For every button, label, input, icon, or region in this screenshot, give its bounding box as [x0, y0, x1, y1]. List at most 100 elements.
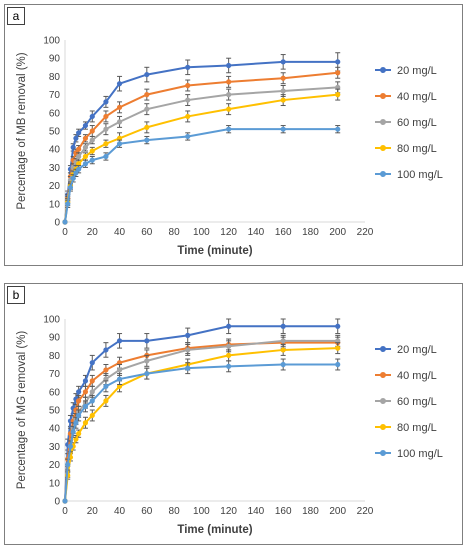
series-group: [62, 125, 341, 225]
y-axis-title: Percentage of MB removal (%): [16, 52, 28, 209]
data-point: [226, 126, 232, 132]
data-point: [185, 332, 191, 338]
y-tick-label: 90: [49, 333, 61, 344]
data-point: [335, 92, 341, 98]
data-point: [82, 161, 89, 167]
data-point: [103, 126, 109, 132]
data-point: [65, 462, 71, 468]
data-point: [70, 144, 76, 150]
data-point: [185, 347, 191, 353]
y-tick-label: 0: [54, 497, 60, 508]
x-tick-label: 0: [62, 227, 68, 238]
data-point: [144, 371, 150, 377]
x-tick-label: 60: [141, 506, 153, 517]
y-tick-label: 20: [49, 460, 61, 471]
data-point: [82, 420, 89, 426]
panel-label: a: [7, 7, 25, 25]
y-tick-label: 100: [43, 315, 60, 326]
x-tick-label: 0: [62, 506, 68, 517]
x-tick-label: 60: [141, 227, 153, 238]
data-point: [144, 338, 150, 344]
x-tick-label: 80: [169, 506, 181, 517]
data-point: [103, 141, 109, 147]
x-tick-label: 180: [302, 227, 319, 238]
legend-swatch-marker: [380, 398, 386, 404]
y-tick-label: 10: [49, 199, 61, 210]
data-point: [280, 59, 286, 65]
y-tick-label: 50: [49, 127, 61, 138]
x-tick-label: 160: [275, 506, 292, 517]
x-axis-title: Time (minute): [177, 524, 252, 536]
data-point: [73, 150, 79, 156]
data-point: [226, 343, 232, 349]
x-tick-label: 20: [87, 227, 99, 238]
legend-label: 20 mg/L: [397, 344, 437, 356]
data-point: [76, 431, 82, 437]
legend-label: 80 mg/L: [397, 422, 437, 434]
y-tick-label: 60: [49, 108, 61, 119]
legend-swatch-marker: [380, 372, 386, 378]
data-point: [335, 126, 341, 132]
y-tick-label: 70: [49, 369, 61, 380]
data-point: [280, 323, 286, 329]
data-point: [70, 429, 76, 435]
data-point: [89, 128, 95, 134]
x-tick-label: 40: [114, 227, 126, 238]
data-point: [116, 360, 123, 366]
data-point: [335, 59, 341, 65]
data-point: [226, 323, 232, 329]
legend-label: 60 mg/L: [397, 117, 437, 129]
data-point: [116, 376, 123, 382]
legend-swatch-marker: [380, 119, 386, 125]
data-point: [280, 338, 286, 344]
y-tick-label: 40: [49, 424, 61, 435]
legend-label: 80 mg/L: [397, 143, 437, 155]
data-point: [116, 135, 123, 141]
data-point: [280, 126, 286, 132]
data-point: [103, 383, 109, 389]
data-point: [185, 64, 191, 70]
panel-label: b: [7, 286, 25, 304]
data-point: [73, 170, 79, 176]
data-point: [226, 92, 232, 98]
data-point: [89, 157, 95, 163]
x-tick-label: 140: [248, 227, 265, 238]
data-point: [73, 436, 79, 442]
series-group: [62, 358, 341, 504]
data-point: [103, 367, 109, 373]
data-point: [76, 130, 82, 136]
data-point: [89, 378, 95, 384]
series-group: [62, 52, 341, 225]
data-point: [82, 122, 89, 129]
x-tick-label: 200: [329, 227, 346, 238]
y-tick-label: 30: [49, 163, 61, 174]
data-point: [76, 146, 82, 152]
x-tick-label: 180: [302, 506, 319, 517]
data-point: [185, 82, 191, 89]
legend-swatch-marker: [380, 145, 386, 151]
data-point: [62, 498, 68, 504]
y-tick-label: 40: [49, 145, 61, 156]
y-tick-label: 50: [49, 406, 61, 417]
data-point: [76, 412, 82, 419]
data-point: [185, 113, 191, 120]
legend-swatch-marker: [380, 171, 386, 177]
x-tick-label: 140: [248, 506, 265, 517]
x-tick-label: 120: [220, 506, 237, 517]
data-point: [70, 175, 76, 181]
x-tick-label: 220: [357, 227, 374, 238]
data-point: [335, 361, 341, 368]
legend-swatch-marker: [380, 424, 386, 430]
legend-label: 20 mg/L: [397, 65, 437, 77]
data-point: [144, 71, 150, 78]
x-tick-label: 200: [329, 506, 346, 517]
data-point: [280, 347, 286, 353]
data-point: [73, 420, 79, 426]
data-point: [76, 153, 82, 160]
x-tick-label: 160: [275, 227, 292, 238]
data-point: [67, 184, 74, 191]
x-tick-label: 100: [193, 506, 210, 517]
data-point: [89, 398, 95, 404]
data-point: [103, 376, 109, 382]
x-tick-label: 220: [357, 506, 374, 517]
